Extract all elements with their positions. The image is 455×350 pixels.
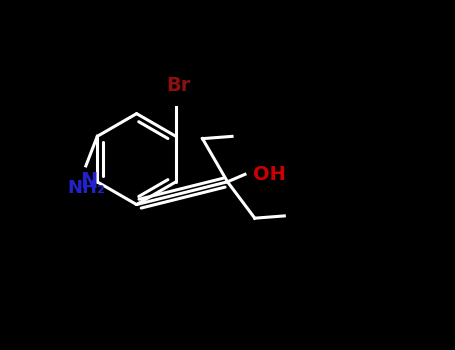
- Text: NH₂: NH₂: [67, 178, 105, 197]
- Text: Br: Br: [166, 76, 190, 96]
- Text: N: N: [81, 172, 98, 192]
- Text: OH: OH: [253, 165, 286, 184]
